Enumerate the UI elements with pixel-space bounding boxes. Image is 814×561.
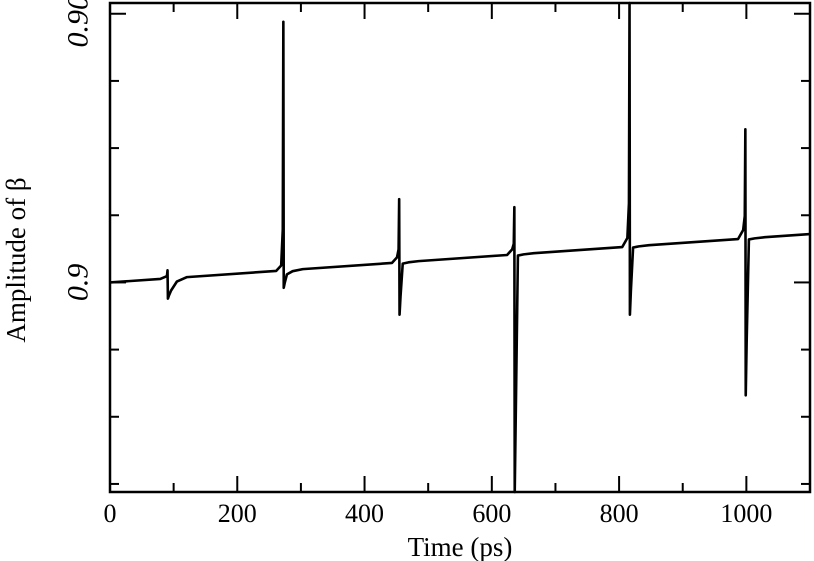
x-tick-label: 600 [472, 499, 511, 528]
y-axis-label: Amplitude of β [1, 177, 31, 342]
x-tick-label: 400 [345, 499, 384, 528]
y-tick-labels: 0.9 0.901 [62, 0, 95, 301]
x-tick-labels: 0 200 400 600 800 1000 [104, 499, 773, 528]
x-tick-label: 1000 [720, 499, 772, 528]
x-tick-label: 200 [218, 499, 257, 528]
series-line [109, 1, 811, 494]
plot-frame [108, 1, 812, 494]
x-tick-label: 0 [104, 499, 117, 528]
y-tick-label: 0.901 [62, 0, 95, 47]
tick-marks [109, 3, 811, 492]
x-axis-label: Time (ps) [408, 532, 513, 561]
y-tick-label: 0.9 [62, 264, 95, 302]
x-tick-label: 800 [600, 499, 639, 528]
